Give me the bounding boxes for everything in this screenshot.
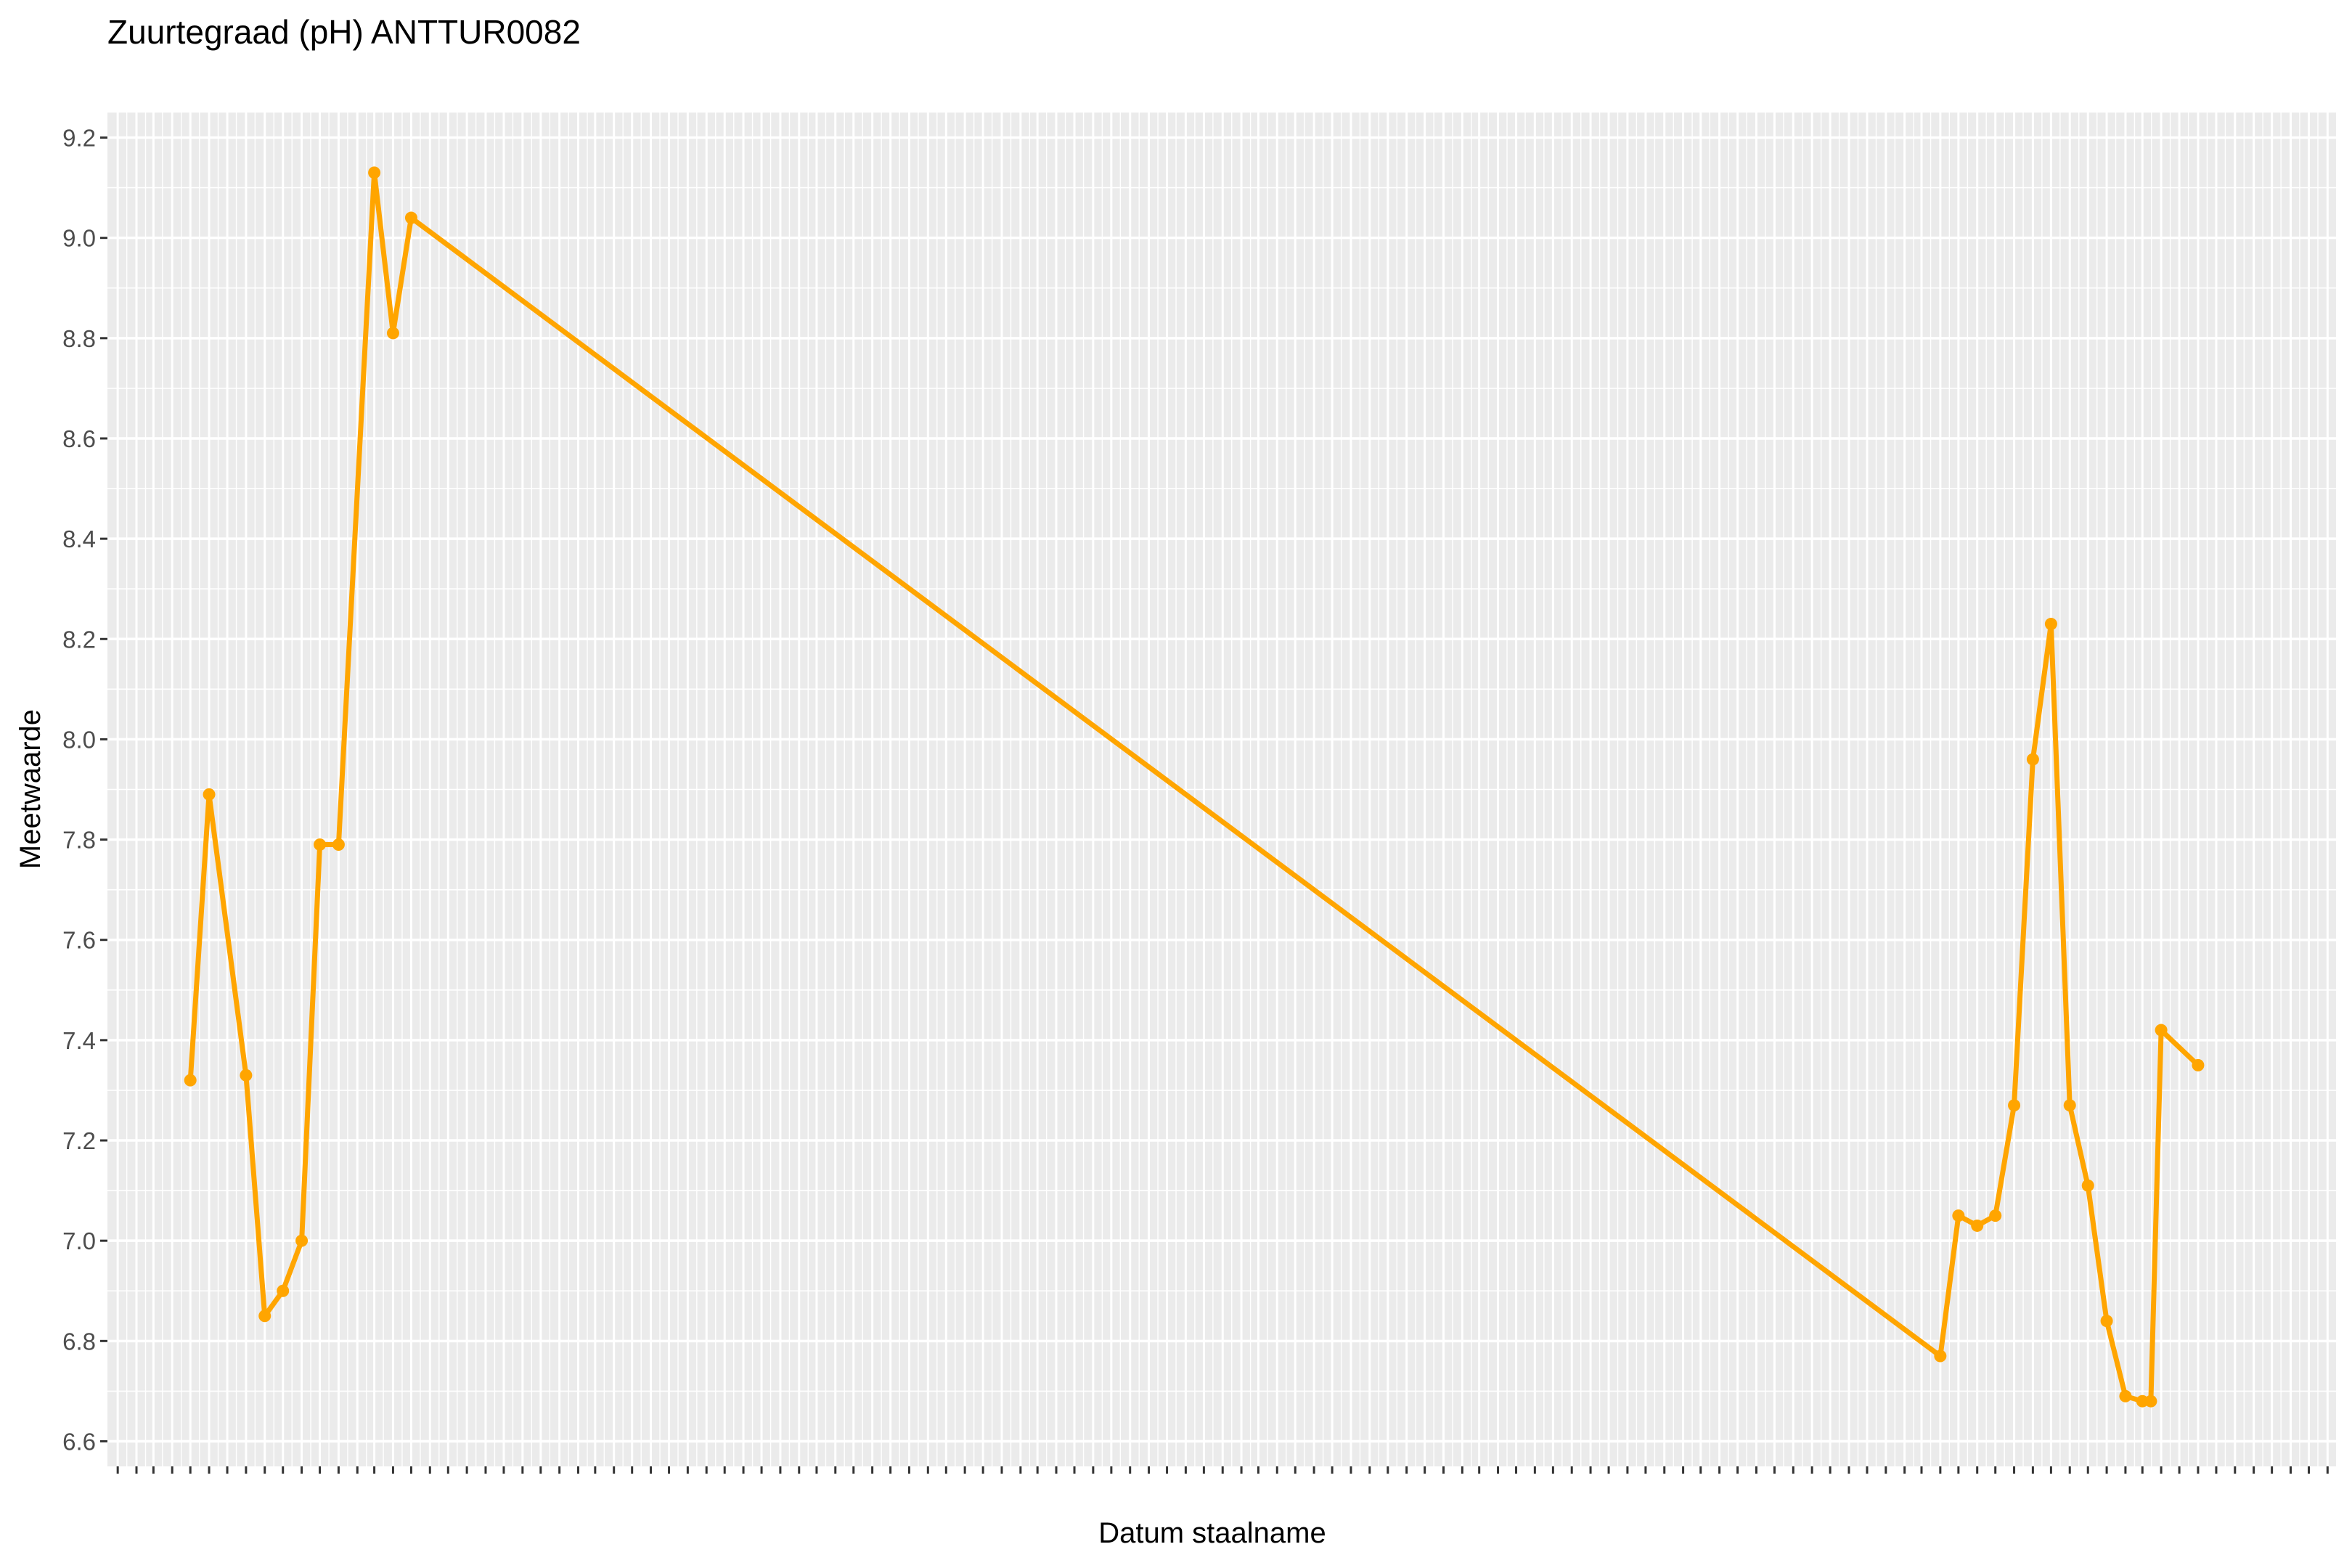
- x-axis-ticks: [116, 1466, 2329, 1474]
- y-tick-label: 8.6: [62, 425, 96, 452]
- major-gridlines: [107, 113, 2336, 1466]
- data-point: [2044, 618, 2057, 631]
- data-point: [258, 1310, 271, 1323]
- x-axis-title: Datum staalname: [1098, 1517, 1326, 1549]
- y-tick-label: 8.0: [62, 726, 96, 753]
- data-point: [368, 166, 381, 179]
- data-point: [2063, 1099, 2076, 1112]
- data-point: [314, 838, 327, 851]
- data-point: [1971, 1219, 1984, 1232]
- data-point: [1934, 1349, 1947, 1363]
- series-line: [187, 170, 2201, 1404]
- data-point: [203, 788, 216, 801]
- data-point: [2119, 1389, 2132, 1402]
- data-points: [184, 166, 2205, 1408]
- data-point: [1952, 1209, 1965, 1222]
- data-point: [386, 327, 399, 340]
- data-point: [2100, 1315, 2113, 1328]
- y-tick-label: 7.8: [62, 827, 96, 854]
- data-point: [1989, 1209, 2002, 1222]
- data-point: [404, 211, 417, 224]
- data-point: [277, 1284, 290, 1297]
- y-tick-label: 7.2: [62, 1127, 96, 1154]
- data-point: [2155, 1024, 2168, 1037]
- y-axis: 6.6 6.8 7.0 7.2 7.4 7.6 7.8 8.0 8.2 8.4 8.6 8.8 9.0 9…: [62, 125, 107, 1455]
- data-point: [2144, 1395, 2157, 1408]
- data-point: [295, 1234, 309, 1247]
- y-tick-label: 7.0: [62, 1228, 96, 1254]
- y-tick-label: 7.4: [62, 1027, 96, 1054]
- y-tick-label: 6.8: [62, 1328, 96, 1355]
- data-point: [2026, 753, 2039, 766]
- data-point: [2136, 1395, 2149, 1408]
- chart-title: Zuurtegraad (pH) ANTTUR0082: [107, 13, 581, 51]
- y-tick-label: 8.4: [62, 526, 96, 552]
- data-point: [2008, 1099, 2021, 1112]
- y-tick-label: 6.6: [62, 1428, 96, 1455]
- data-point: [184, 1074, 197, 1087]
- y-tick-label: 8.8: [62, 325, 96, 352]
- data-point: [2081, 1179, 2094, 1192]
- data-point: [2192, 1058, 2205, 1071]
- y-axis-title: Meetwaarde: [15, 709, 46, 869]
- data-point: [240, 1069, 253, 1082]
- y-tick-label: 9.0: [62, 225, 96, 252]
- y-tick-label: 9.2: [62, 125, 96, 152]
- y-tick-label: 7.6: [62, 927, 96, 954]
- y-tick-label: 8.2: [62, 626, 96, 653]
- data-point: [332, 838, 345, 851]
